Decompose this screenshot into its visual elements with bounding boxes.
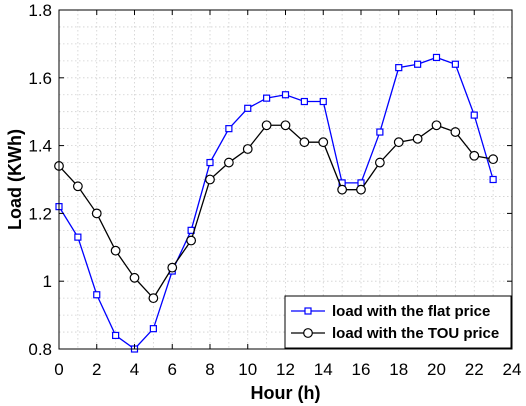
legend-entry: load with the flat price bbox=[332, 303, 490, 320]
data-point bbox=[469, 150, 480, 161]
data-point bbox=[488, 154, 499, 165]
data-point bbox=[205, 174, 215, 185]
data-point bbox=[261, 120, 272, 131]
x-tick-label: 16 bbox=[352, 360, 371, 379]
data-point bbox=[225, 125, 233, 133]
data-point bbox=[374, 157, 385, 168]
data-point bbox=[395, 64, 403, 72]
data-point bbox=[451, 60, 459, 68]
x-tick-label: 20 bbox=[427, 360, 446, 379]
x-tick-label: 0 bbox=[54, 360, 63, 379]
data-point bbox=[431, 120, 442, 131]
legend-marker bbox=[303, 328, 313, 338]
data-point bbox=[148, 293, 159, 304]
data-point bbox=[393, 137, 404, 148]
y-tick-label: 1 bbox=[43, 272, 52, 291]
data-point bbox=[337, 184, 348, 195]
data-point bbox=[280, 120, 291, 131]
data-point bbox=[356, 184, 366, 195]
legend-entry: load with the TOU price bbox=[332, 325, 499, 342]
data-point bbox=[91, 208, 102, 219]
x-tick-label: 2 bbox=[92, 360, 101, 379]
data-point bbox=[489, 175, 497, 184]
data-point bbox=[450, 127, 461, 137]
x-axis-label: Hour (h) bbox=[251, 383, 321, 403]
data-point bbox=[242, 144, 253, 154]
data-point bbox=[281, 91, 290, 99]
x-tick-label: 24 bbox=[503, 360, 522, 379]
data-point bbox=[186, 235, 197, 246]
x-tick-label: 4 bbox=[130, 360, 139, 379]
data-point bbox=[470, 111, 478, 119]
data-point bbox=[72, 181, 83, 192]
data-point bbox=[319, 97, 327, 106]
y-tick-label: 0.8 bbox=[28, 340, 52, 359]
data-point bbox=[112, 331, 120, 340]
data-point bbox=[299, 137, 310, 148]
series-1 bbox=[55, 53, 497, 353]
series-line bbox=[58, 124, 494, 300]
data-point bbox=[129, 272, 140, 283]
data-point bbox=[74, 233, 82, 241]
data-point bbox=[167, 262, 178, 273]
data-point bbox=[412, 133, 423, 144]
series-layer bbox=[54, 53, 499, 353]
data-point bbox=[300, 97, 308, 106]
data-point bbox=[432, 53, 441, 62]
data-point bbox=[244, 104, 252, 112]
data-point bbox=[376, 128, 384, 136]
data-point bbox=[414, 60, 422, 68]
x-tick-label: 14 bbox=[314, 360, 333, 379]
data-point bbox=[223, 157, 234, 168]
legend-marker bbox=[304, 307, 312, 315]
x-tick-label: 22 bbox=[465, 360, 484, 379]
data-point bbox=[149, 325, 157, 333]
x-tick-label: 18 bbox=[389, 360, 408, 379]
x-tick-label: 8 bbox=[205, 360, 214, 379]
y-tick-label: 1.8 bbox=[28, 1, 52, 20]
data-point bbox=[206, 158, 214, 167]
data-point bbox=[263, 94, 271, 102]
data-point bbox=[110, 245, 121, 256]
y-axis-label: Load (KWh) bbox=[5, 129, 25, 230]
x-tick-label: 6 bbox=[168, 360, 177, 379]
ticks: 0 2 4 6 8 10 12 14 16 18 20 22 240.811.21.41.61.8 bbox=[28, 1, 521, 379]
series-2 bbox=[54, 120, 499, 304]
x-tick-label: 12 bbox=[276, 360, 295, 379]
legend-box bbox=[284, 295, 512, 349]
y-tick-label: 1.4 bbox=[28, 137, 52, 156]
y-tick-label: 1.6 bbox=[28, 69, 52, 88]
y-tick-label: 1.2 bbox=[28, 204, 52, 223]
legend: load with the flat price load with the TO… bbox=[284, 295, 512, 349]
x-tick-label: 10 bbox=[238, 360, 257, 379]
data-point bbox=[318, 137, 329, 148]
data-point bbox=[93, 291, 101, 299]
